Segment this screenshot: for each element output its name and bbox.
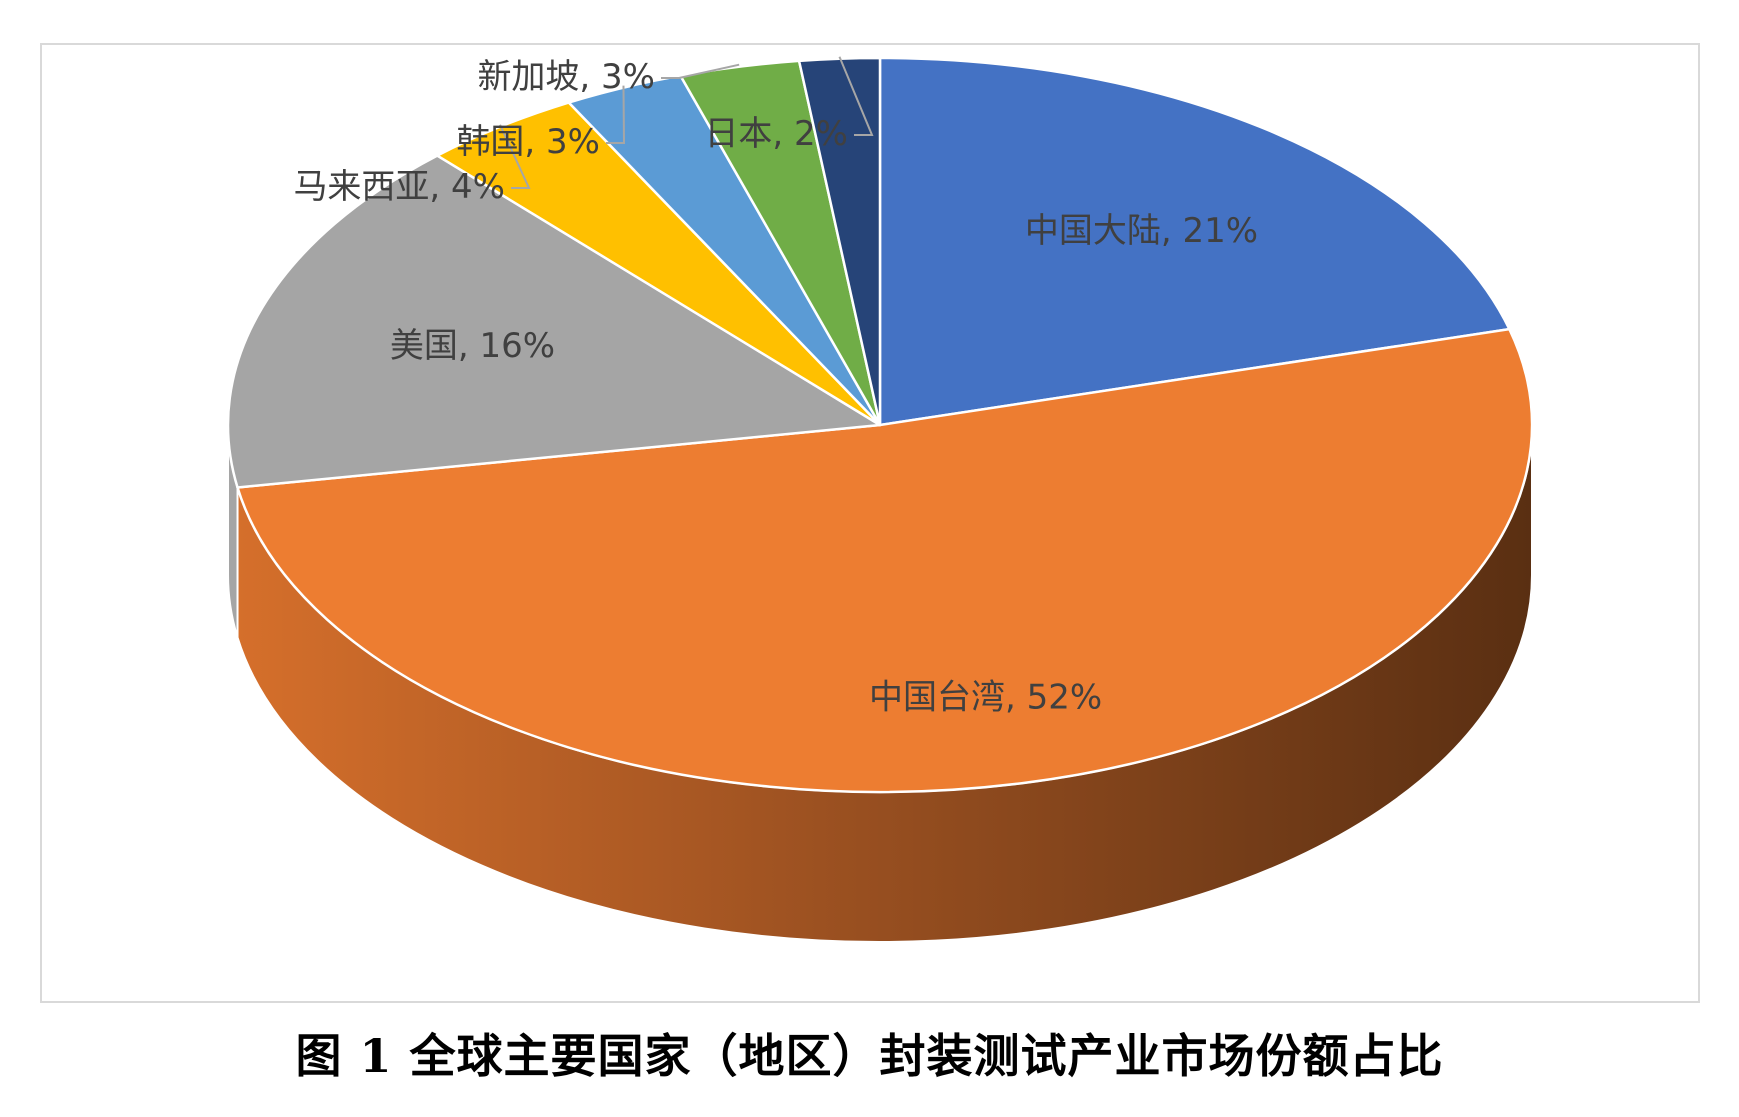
leader-line-5 [606,85,626,144]
figure-caption: 图 1 全球主要国家（地区）封装测试产业市场份额占比 [295,1029,1444,1083]
slice-labels: 中国大陆, 21% 中国台湾, 52% 美国, 16% 马来西亚, 4% 韩国, 3% 新… [293,57,1258,717]
slice-label-1: 中国大陆, 21% [1025,211,1258,251]
leader-line-4 [499,124,531,189]
leader-line-7 [838,56,874,136]
pie-slice-1 [878,56,1511,427]
slice-label-7: 日本, 2% [704,114,848,154]
slice-label-3: 美国, 16% [390,326,555,366]
pie-slice-3 [226,154,882,489]
pie-top-layer [226,56,1534,794]
slice-label-4: 马来西亚, 4% [293,167,505,207]
slice-label-6: 新加坡, 3% [477,57,655,97]
leader-line-6 [661,63,740,79]
leader-lines [499,56,874,189]
slice-label-5: 韩国, 3% [456,122,600,162]
pie-slice-2 [236,327,1534,794]
slice-label-2: 中国台湾, 52% [869,677,1102,717]
